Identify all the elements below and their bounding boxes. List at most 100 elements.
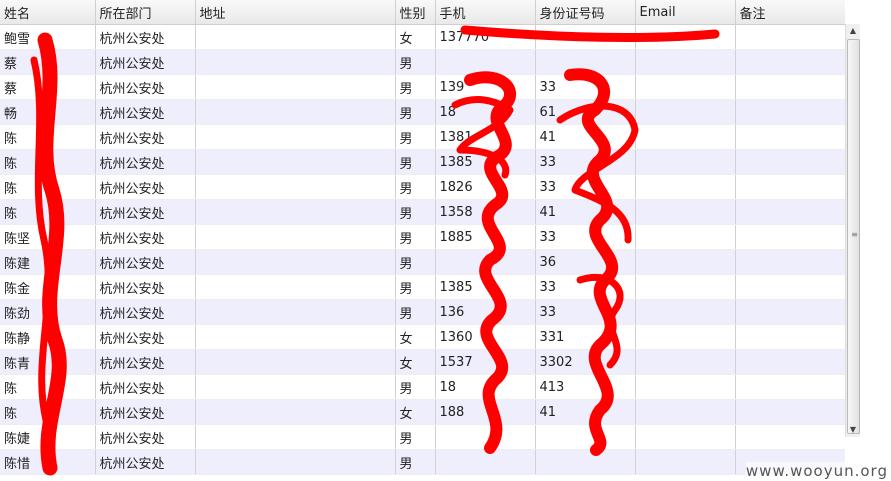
cell-note — [735, 374, 845, 400]
cell-dept: 杭州公安处 — [95, 274, 196, 300]
cell-phone: 18 — [435, 374, 536, 400]
cell-idcard — [535, 424, 636, 450]
cell-note — [735, 199, 845, 225]
table-row[interactable]: 鲍雪 杭州公安处 女 137770 — [0, 24, 845, 50]
cell-idcard: 61 — [535, 99, 636, 125]
cell-gender: 女 — [395, 324, 436, 350]
cell-idcard: 33 — [535, 299, 636, 325]
table-row[interactable]: 陈惜 杭州公安处 男 — [0, 449, 845, 475]
table-row[interactable]: 畅杭州公安处 男 18 61 — [0, 99, 845, 125]
cell-dept: 杭州公安处 — [95, 124, 196, 150]
cell-email — [635, 74, 736, 100]
cell-idcard — [535, 449, 636, 475]
cell-dept: 杭州公安处 — [95, 424, 196, 450]
cell-dept: 杭州公安处 — [95, 224, 196, 250]
cell-idcard — [535, 49, 636, 75]
cell-dept: 杭州公安处 — [95, 449, 196, 475]
cell-email — [635, 99, 736, 125]
cell-phone — [435, 249, 536, 275]
column-header-name[interactable]: 姓名 — [0, 0, 96, 25]
cell-email — [635, 24, 736, 50]
cell-phone: 137770 — [435, 24, 536, 50]
grip-icon: ≡ — [851, 230, 858, 239]
table-row[interactable]: 陈杭州公安处 男 1826 33 — [0, 174, 845, 200]
table-row[interactable]: 陈杭州公安处 男 1381 41 — [0, 124, 845, 150]
cell-gender: 男 — [395, 124, 436, 150]
cell-idcard: 36 — [535, 249, 636, 275]
table-row[interactable]: 陈静 杭州公安处 女 1360 331 — [0, 324, 845, 350]
cell-idcard: 3302 — [535, 349, 636, 375]
cell-note — [735, 49, 845, 75]
cell-dept: 杭州公安处 — [95, 374, 196, 400]
cell-note — [735, 424, 845, 450]
cell-phone: 1826 — [435, 174, 536, 200]
cell-note — [735, 224, 845, 250]
cell-name: 陈 — [0, 124, 96, 150]
column-header-idcard[interactable]: 身份证号码 — [535, 0, 636, 25]
table-body: 鲍雪 杭州公安处女 137770 蔡杭州公安处男蔡杭州公安处男 139 33 畅杭州公安处男… — [0, 24, 845, 475]
cell-note — [735, 124, 845, 150]
cell-phone: 1885 — [435, 224, 536, 250]
cell-gender: 男 — [395, 149, 436, 175]
cell-name: 陈 — [0, 149, 96, 175]
table-row[interactable]: 陈建 杭州公安处 男 36 — [0, 249, 845, 275]
vertical-scrollbar[interactable]: ▲ ≡ ▼ — [845, 24, 860, 437]
column-header-phone[interactable]: 手机 — [435, 0, 536, 25]
cell-addr — [195, 24, 396, 50]
cell-note — [735, 324, 845, 350]
cell-addr — [195, 74, 396, 100]
cell-phone: 1381 — [435, 124, 536, 150]
cell-gender: 男 — [395, 224, 436, 250]
table-row[interactable]: 蔡杭州公安处 男 139 33 — [0, 74, 845, 100]
cell-name: 陈 — [0, 374, 96, 400]
scroll-down-arrow-icon[interactable]: ▼ — [849, 425, 857, 434]
cell-note — [735, 274, 845, 300]
table-row[interactable]: 陈杭州公安处 男 1358 41 — [0, 199, 845, 225]
cell-dept: 杭州公安处 — [95, 349, 196, 375]
cell-email — [635, 49, 736, 75]
column-header-email[interactable]: Email — [635, 0, 736, 25]
cell-addr — [195, 449, 396, 475]
table-row[interactable]: 陈金 杭州公安处 男 1385 33 — [0, 274, 845, 300]
cell-email — [635, 274, 736, 300]
column-header-note[interactable]: 备注 — [735, 0, 845, 25]
data-grid: 姓名 所在部门 地址 性别 手机 身份证号码 Email 备注 鲍雪 杭州公安处女 137770 蔡… — [0, 0, 845, 475]
table-header: 姓名 所在部门 地址 性别 手机 身份证号码 Email 备注 — [0, 0, 845, 25]
cell-phone — [435, 49, 536, 75]
table-row[interactable]: 陈坚 杭州公安处 男 1885 33 — [0, 224, 845, 250]
cell-email — [635, 324, 736, 350]
cell-phone: 18 — [435, 99, 536, 125]
column-header-dept[interactable]: 所在部门 — [95, 0, 196, 25]
cell-phone: 1385 — [435, 149, 536, 175]
cell-phone: 188 — [435, 399, 536, 425]
table-row[interactable]: 陈婕 杭州公安处 男 — [0, 424, 845, 450]
cell-phone: 1537 — [435, 349, 536, 375]
cell-name: 陈劲 — [0, 299, 96, 325]
table-row[interactable]: 陈杭州公安处 女 188 41 — [0, 399, 845, 425]
table-row[interactable]: 陈杭州公安处 男 18 413 — [0, 374, 845, 400]
scroll-thumb[interactable]: ≡ — [847, 39, 860, 434]
table-row[interactable]: 陈杭州公安处 男 1385 33 — [0, 149, 845, 175]
cell-addr — [195, 424, 396, 450]
cell-email — [635, 449, 736, 475]
cell-addr — [195, 324, 396, 350]
cell-phone: 1360 — [435, 324, 536, 350]
column-header-gender[interactable]: 性别 — [395, 0, 436, 25]
cell-phone — [435, 449, 536, 475]
column-header-addr[interactable]: 地址 — [195, 0, 396, 25]
scroll-up-arrow-icon[interactable]: ▲ — [849, 26, 857, 35]
cell-note — [735, 24, 845, 50]
cell-name: 陈建 — [0, 249, 96, 275]
cell-phone: 1358 — [435, 199, 536, 225]
cell-idcard: 33 — [535, 274, 636, 300]
cell-dept: 杭州公安处 — [95, 299, 196, 325]
cell-idcard: 41 — [535, 124, 636, 150]
cell-addr — [195, 299, 396, 325]
table-row[interactable]: 陈劲 杭州公安处 男 136 33 — [0, 299, 845, 325]
table-row[interactable]: 陈青 杭州公安处 女 1537 3302 — [0, 349, 845, 375]
table-row[interactable]: 蔡杭州公安处 男 — [0, 49, 845, 75]
cell-gender: 女 — [395, 24, 436, 50]
cell-name: 蔡 — [0, 74, 96, 100]
cell-email — [635, 149, 736, 175]
cell-idcard: 33 — [535, 149, 636, 175]
